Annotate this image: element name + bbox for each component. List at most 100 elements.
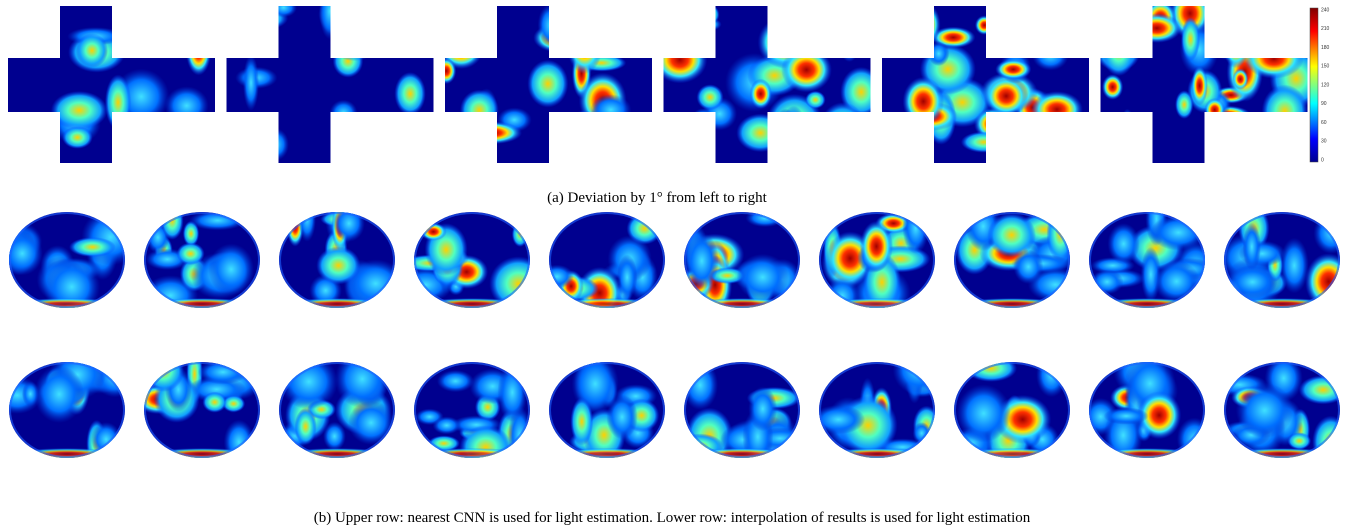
heat-blob: [1232, 68, 1248, 89]
rim-band: [283, 448, 391, 460]
heat-blob: [540, 265, 574, 289]
heat-blob: [634, 3, 668, 33]
heat-blob: [335, 350, 390, 408]
heat-blob: [612, 120, 658, 178]
heatmaps: [0, 0, 1347, 469]
heat-blob: [105, 74, 131, 130]
cross-map: [647, 1, 882, 176]
heat-blob: [617, 254, 637, 300]
colorbar-tick-label: 60: [1321, 120, 1327, 126]
heat-blob: [1221, 135, 1251, 184]
colorbar: [1310, 8, 1318, 162]
heat-blob: [1244, 39, 1304, 79]
heat-blob: [76, 33, 108, 68]
rim-band: [13, 298, 121, 310]
heat-blob: [1030, 20, 1071, 56]
heat-blob: [781, 47, 832, 92]
heat-blob: [647, 18, 680, 35]
heat-blob: [1281, 118, 1327, 159]
heat-blob: [567, 14, 603, 74]
heat-blob: [956, 384, 1010, 442]
sphere-map: [547, 353, 667, 461]
heat-blob: [316, 246, 360, 284]
heat-blob: [352, 130, 385, 177]
colorbar-tick-label: 120: [1321, 82, 1330, 88]
colorbar-tick-label: 150: [1321, 64, 1330, 70]
sphere-map: [679, 209, 802, 315]
cross-map: [1097, 0, 1327, 184]
heat-blob: [570, 397, 593, 445]
sphere-map: [0, 347, 136, 467]
heat-blob: [659, 128, 710, 172]
heat-blob: [849, 116, 874, 142]
heat-blob: [1280, 238, 1309, 294]
heat-blob: [243, 55, 259, 111]
heat-blob: [176, 0, 204, 36]
heat-blob: [980, 107, 1024, 161]
heat-blob: [748, 386, 777, 431]
heat-blob: [348, 401, 394, 445]
heat-blob: [1243, 223, 1261, 271]
heat-blob: [280, 354, 338, 410]
heat-blob: [590, 94, 631, 125]
cross-map: [855, 0, 1110, 175]
heat-blob: [903, 203, 929, 254]
heat-blob: [333, 205, 365, 242]
sphere-map: [676, 360, 806, 469]
heat-blob: [750, 79, 772, 109]
heat-blob: [805, 91, 825, 109]
heat-blob: [1102, 74, 1123, 100]
sphere-map: [142, 201, 262, 315]
heat-blob: [34, 365, 84, 423]
heat-blob: [1261, 1, 1288, 46]
heat-blob: [1119, 109, 1136, 165]
heat-blob: [851, 1, 870, 29]
heat-blob: [1177, 418, 1212, 461]
heat-blob: [360, 119, 378, 174]
heat-blob: [1222, 20, 1277, 43]
heat-blob: [224, 420, 255, 465]
colorbar-tick-label: 0: [1321, 157, 1324, 163]
heat-blob: [436, 58, 456, 84]
rim-band: [1228, 298, 1336, 310]
heat-blob: [1032, 41, 1068, 70]
heat-blob: [1228, 265, 1278, 299]
heat-blob: [186, 27, 211, 75]
heat-blob: [627, 135, 671, 189]
heat-blob: [913, 422, 931, 444]
heat-blob: [586, 142, 623, 166]
rim-band: [148, 298, 256, 310]
heat-blob: [903, 77, 944, 126]
heat-blob: [855, 128, 909, 146]
sphere-map: [1087, 192, 1217, 310]
heat-blob: [330, 100, 358, 126]
sphere-map: [817, 203, 937, 321]
heat-blob: [2, 231, 43, 275]
heat-blob: [460, 90, 499, 131]
heat-blob: [1231, 0, 1283, 36]
heat-blob: [202, 392, 226, 413]
heat-blob: [1040, 0, 1066, 25]
rim-band: [688, 448, 796, 460]
heat-blob: [463, 121, 522, 144]
heat-blob: [1102, 26, 1136, 76]
colorbar-tick-label: 240: [1321, 7, 1330, 13]
heat-blob: [433, 416, 461, 434]
heat-blob: [568, 110, 601, 144]
cross-map: [8, 0, 215, 163]
heat-blob: [1235, 12, 1287, 58]
sphere-map: [277, 350, 397, 460]
heat-blob: [558, 144, 582, 166]
heat-blob: [1108, 223, 1140, 264]
heat-blob: [407, 139, 457, 173]
heat-blob: [666, 124, 704, 176]
heat-blob: [156, 0, 195, 54]
heat-blob: [819, 102, 867, 158]
rim-band: [1093, 448, 1201, 460]
heat-blob: [1223, 21, 1250, 69]
rim-band: [823, 448, 931, 460]
heat-blob: [781, 106, 808, 162]
heat-blob: [360, 131, 394, 157]
caption-b: (b) Upper row: nearest CNN is used for l…: [314, 510, 1031, 526]
